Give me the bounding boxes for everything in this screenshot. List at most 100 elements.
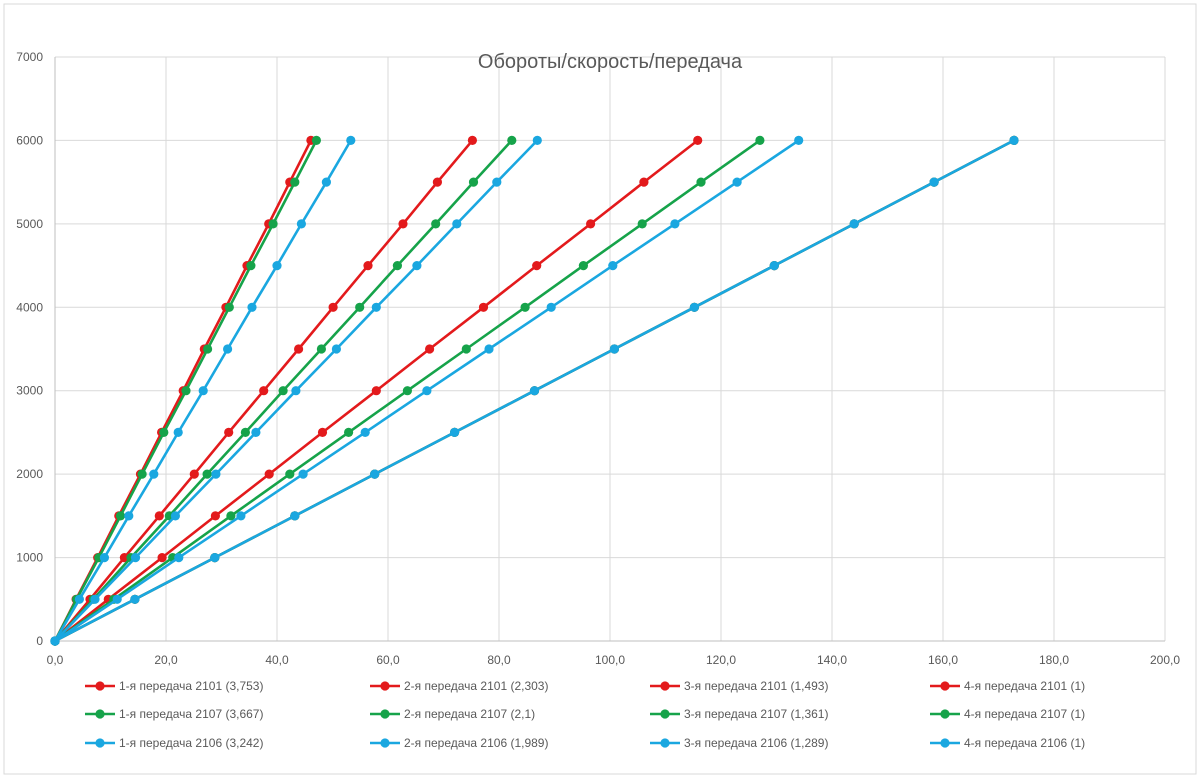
data-point — [202, 469, 212, 479]
y-tick-label: 6000 — [16, 133, 43, 147]
y-tick-label: 4000 — [16, 300, 43, 314]
data-point — [291, 386, 301, 396]
data-point — [370, 469, 380, 479]
data-point — [425, 344, 435, 354]
legend-label: 2-я передача 2107 (2,1) — [404, 707, 535, 721]
data-point — [124, 511, 134, 521]
data-point — [157, 553, 167, 563]
data-point — [484, 344, 494, 354]
data-point — [112, 594, 122, 604]
x-tick-label: 0,0 — [47, 653, 64, 667]
data-point — [529, 386, 540, 396]
data-point — [50, 636, 60, 646]
y-tick-label: 5000 — [16, 217, 43, 231]
legend-swatch-marker — [940, 709, 950, 719]
data-point — [268, 219, 278, 229]
legend-swatch-marker — [380, 738, 390, 748]
x-tick-label: 200,0 — [1150, 653, 1180, 667]
data-point — [478, 302, 489, 312]
data-point — [402, 386, 412, 396]
legend-swatch-marker — [380, 681, 390, 691]
data-point — [130, 594, 140, 604]
data-point — [99, 553, 109, 563]
data-point — [467, 135, 477, 145]
data-point — [317, 427, 328, 437]
legend-item: 1-я передача 2101 (3,753) — [85, 679, 263, 693]
axes: 0 1000 2000 3000 4000 5000 6000 7000 0,0 20,0 40,0… — [16, 50, 1180, 667]
data-point — [296, 219, 306, 229]
x-tick-label: 180,0 — [1039, 653, 1069, 667]
y-tick-label: 0 — [36, 634, 43, 648]
data-point — [608, 261, 618, 271]
data-point — [159, 427, 169, 437]
data-point — [321, 177, 331, 187]
data-point — [689, 302, 700, 312]
data-point — [609, 344, 620, 354]
data-point — [294, 344, 304, 354]
data-point — [639, 177, 649, 187]
data-point — [181, 386, 191, 396]
data-point — [224, 427, 234, 437]
data-point — [492, 177, 502, 187]
data-point — [290, 511, 300, 521]
data-point — [794, 135, 804, 145]
data-point — [696, 177, 706, 187]
data-point — [732, 177, 742, 187]
legend-swatch-marker — [95, 681, 105, 691]
data-point — [331, 344, 341, 354]
data-point — [285, 469, 295, 479]
data-point — [316, 344, 326, 354]
legend-item: 3-я передача 2106 (1,289) — [650, 736, 828, 750]
series-lines — [50, 135, 1019, 646]
data-point — [119, 553, 129, 563]
data-point — [670, 219, 680, 229]
y-tick-label: 7000 — [16, 50, 43, 64]
data-point — [422, 386, 432, 396]
legend-item: 4-я передача 2107 (1) — [930, 707, 1085, 721]
data-point — [363, 261, 373, 271]
data-point — [346, 135, 356, 145]
legend-label: 3-я передача 2107 (1,361) — [684, 707, 828, 721]
data-point — [452, 219, 462, 229]
x-tick-label: 120,0 — [706, 653, 736, 667]
data-point — [468, 177, 479, 187]
legend-item: 3-я передача 2107 (1,361) — [650, 707, 828, 721]
legend-swatch-marker — [660, 738, 670, 748]
data-point — [240, 427, 250, 437]
data-point — [211, 469, 221, 479]
data-point — [355, 302, 365, 312]
legend-label: 4-я передача 2107 (1) — [964, 707, 1085, 721]
data-point — [1009, 135, 1019, 145]
legend-label: 1-я передача 2101 (3,753) — [119, 679, 263, 693]
legend-swatch-marker — [940, 738, 950, 748]
legend-label: 2-я передача 2101 (2,303) — [404, 679, 548, 693]
legend-label: 2-я передача 2106 (1,989) — [404, 736, 548, 750]
data-point — [210, 553, 220, 563]
data-point — [272, 261, 282, 271]
data-point — [546, 302, 556, 312]
data-point — [755, 135, 765, 145]
legend-item: 4-я передача 2101 (1) — [930, 679, 1085, 693]
data-point — [246, 261, 256, 271]
legend-item: 1-я передача 2107 (3,667) — [85, 707, 263, 721]
data-point — [90, 594, 100, 604]
data-point — [586, 219, 596, 229]
data-point — [247, 302, 257, 312]
data-point — [130, 553, 141, 563]
data-point — [520, 302, 530, 312]
data-point — [311, 135, 321, 145]
data-point — [174, 553, 184, 563]
x-tick-label: 80,0 — [487, 653, 511, 667]
data-point — [74, 594, 84, 604]
data-point — [170, 511, 180, 521]
legend-label: 4-я передача 2106 (1) — [964, 736, 1085, 750]
chart-frame — [3, 3, 1197, 775]
legend-label: 4-я передача 2101 (1) — [964, 679, 1085, 693]
data-point — [154, 511, 164, 521]
legend-item: 2-я передача 2107 (2,1) — [370, 707, 535, 721]
data-point — [637, 219, 647, 229]
data-point — [251, 427, 261, 437]
data-point — [693, 135, 703, 145]
data-point — [432, 177, 442, 187]
